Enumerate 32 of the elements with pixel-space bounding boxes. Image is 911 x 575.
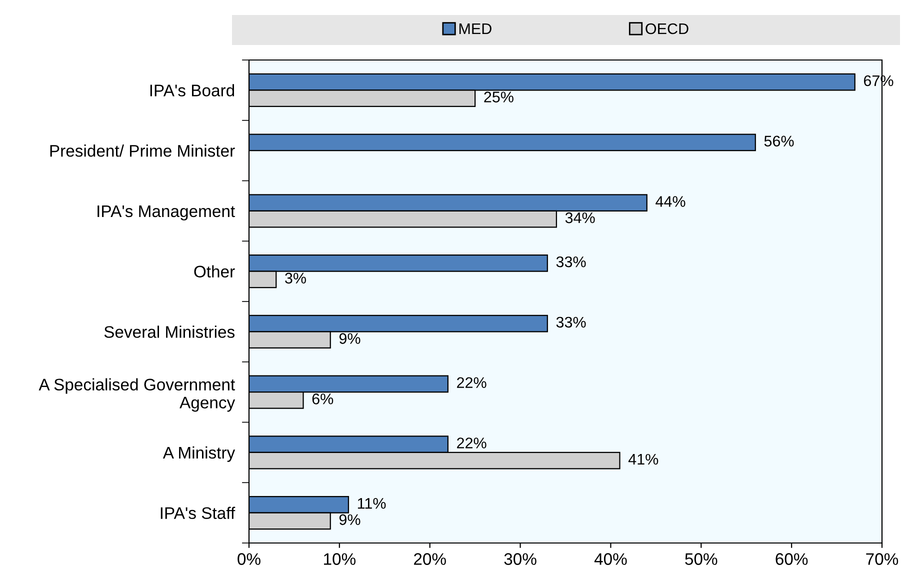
- data-label: 56%: [764, 136, 794, 147]
- data-label: 41%: [628, 454, 658, 465]
- data-label: 22%: [457, 438, 486, 448]
- y-tick-label: Several Ministries: [104, 326, 235, 338]
- y-tick-label: A Ministry: [162, 446, 236, 462]
- data-label: 3%: [285, 272, 306, 284]
- data-label: 9%: [339, 333, 360, 344]
- x-tick-label: 10%: [324, 553, 356, 565]
- x-tick-label: 60%: [776, 553, 808, 565]
- data-label: 22%: [457, 377, 486, 388]
- y-tick-label: President/ Prime Minister: [50, 144, 235, 157]
- x-tick-label: 30%: [504, 553, 536, 565]
- data-label: 6%: [312, 393, 334, 404]
- legend-label: MED: [459, 23, 492, 34]
- x-tick-label: 0%: [238, 553, 260, 565]
- y-tick-label: A Specialised Government Agency: [38, 378, 236, 412]
- x-tick-label: 50%: [685, 553, 718, 565]
- x-tick-label: 20%: [414, 553, 446, 565]
- data-label: 34%: [565, 212, 595, 224]
- data-label: 33%: [556, 316, 586, 328]
- y-tick-label: IPA's Board: [150, 84, 234, 96]
- data-label: 11%: [358, 498, 386, 509]
- y-tick-label: Other: [194, 265, 235, 278]
- legend-label: OECD: [646, 23, 688, 34]
- y-tick-label: IPA's Management: [98, 206, 235, 220]
- data-label: 25%: [484, 92, 514, 102]
- y-tick-label: IPA's Staff: [160, 506, 236, 520]
- data-label: 44%: [656, 196, 686, 207]
- data-label: 9%: [339, 514, 360, 526]
- x-tick-label: 40%: [594, 553, 627, 565]
- x-tick-label: 70%: [866, 553, 898, 565]
- data-label: 33%: [556, 256, 586, 268]
